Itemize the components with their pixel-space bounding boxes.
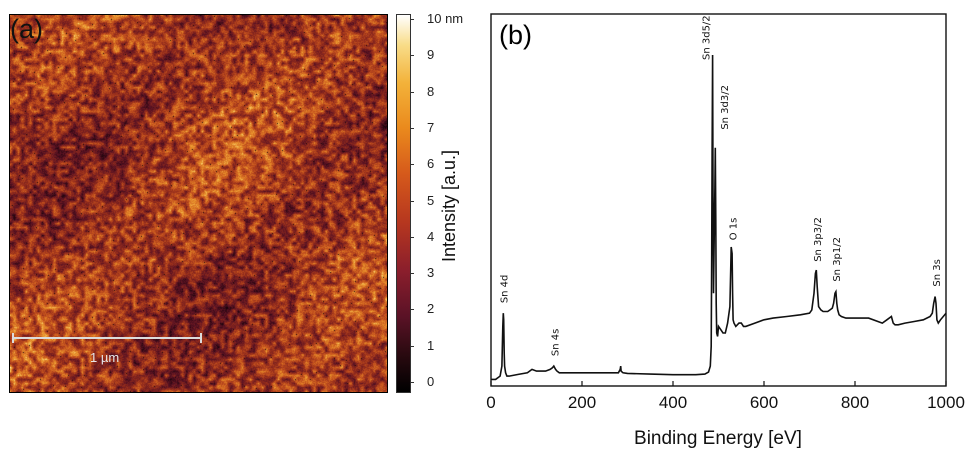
colorbar-tick-label: 9	[427, 47, 435, 63]
x-tick-label: 200	[568, 393, 596, 412]
colorbar-tick-mark	[410, 127, 414, 129]
peak-annotation: Sn 3d5/2	[702, 15, 713, 60]
peak-annotation: Sn 3s	[932, 259, 943, 286]
scale-bar-end-left	[12, 333, 14, 343]
colorbar-tick-mark	[410, 345, 414, 347]
panel-a-label: (a)	[10, 14, 43, 44]
plot-frame	[490, 13, 947, 387]
peak-annotation: Sn 3p3/2	[813, 217, 824, 262]
colorbar-tick-mark	[410, 382, 414, 383]
x-tick-label: 800	[841, 393, 869, 412]
plot-border	[490, 13, 947, 387]
scale-bar	[12, 333, 202, 343]
colorbar-tick-label: 6	[427, 156, 435, 172]
x-tick-label: 400	[659, 393, 687, 412]
colorbar-tick-mark	[410, 164, 414, 166]
colorbar	[396, 14, 411, 393]
x-tick-label: 1000	[927, 393, 965, 412]
colorbar-tick-label: 10 nm	[427, 11, 464, 26]
colorbar-tick-mark	[410, 273, 414, 275]
peak-annotation: Sn 4d	[499, 275, 510, 304]
afm-topography-map	[10, 15, 387, 392]
scale-bar-line	[12, 337, 202, 339]
peak-annotation: Sn 4s	[551, 329, 562, 356]
peak-annotation: O 1s	[729, 218, 740, 241]
scale-bar-label: 1 µm	[90, 350, 120, 365]
colorbar-tick-mark	[410, 55, 414, 57]
colorbar-tick-label: 1	[427, 337, 435, 353]
scale-bar-end-right	[200, 333, 202, 343]
colorbar-tick-label: 5	[427, 192, 435, 208]
peak-annotations: Sn 4d Sn 4s Sn 3d5/2 Sn 3d3/2 O 1s Sn 3p3/2 Sn…	[499, 15, 943, 356]
x-axis-label: Binding Energy [eV]	[634, 428, 802, 449]
colorbar-tick-label: 0	[427, 374, 435, 389]
colorbar-tick-mark	[410, 236, 414, 238]
colorbar-tick-label: 8	[427, 83, 435, 99]
colorbar-tick-label: 7	[427, 119, 435, 135]
colorbar-tick-label: 4	[427, 228, 435, 244]
colorbar-tick-mark	[410, 200, 414, 202]
colorbar-tick-label: 2	[427, 301, 435, 317]
x-tick-label: 0	[486, 393, 495, 412]
panel-b-label: (b)	[499, 20, 532, 50]
x-tick-label: 600	[750, 393, 778, 412]
colorbar-tick-label: 3	[427, 265, 435, 281]
peak-annotation: Sn 3p1/2	[832, 237, 843, 282]
colorbar-tick-mark	[410, 91, 414, 93]
spectrum-line	[491, 54, 947, 381]
x-axis: 0 200 400 600 800 1000	[486, 381, 965, 412]
colorbar-tick-mark	[410, 309, 414, 311]
afm-image	[9, 14, 388, 393]
peak-annotation: Sn 3d3/2	[720, 85, 731, 130]
colorbar-tick-mark	[410, 19, 414, 20]
